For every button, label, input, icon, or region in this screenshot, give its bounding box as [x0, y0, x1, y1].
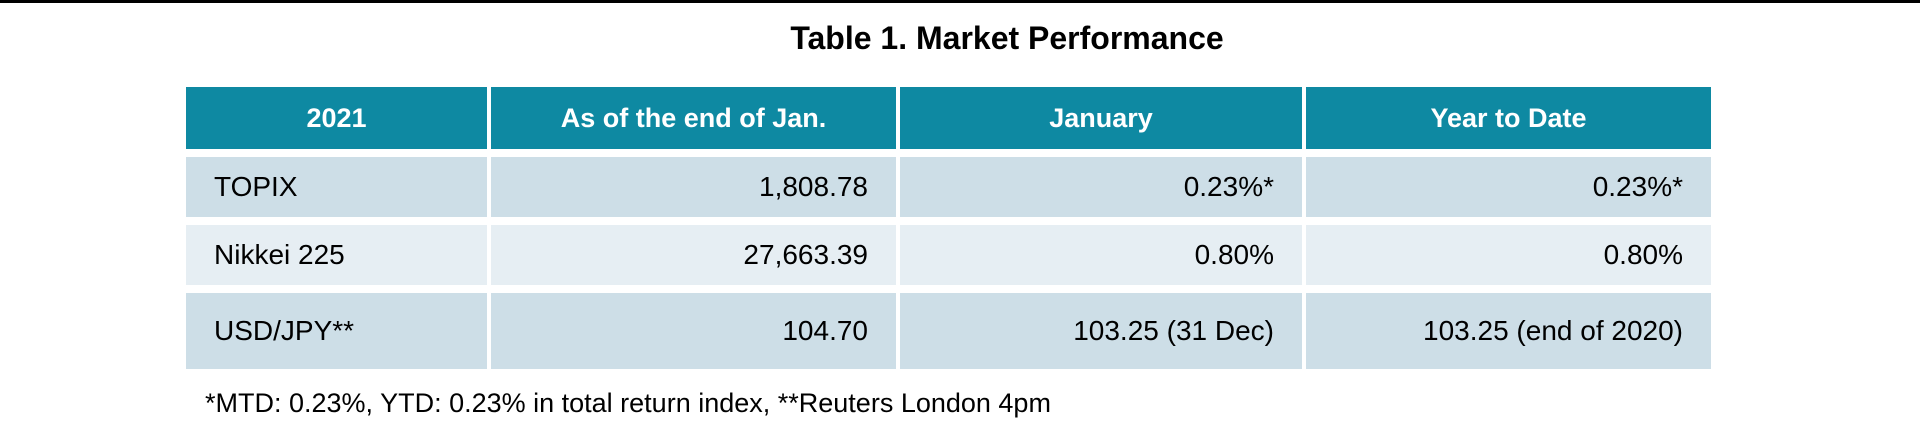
row-usdjpy-ytd: 103.25 (end of 2020): [1306, 293, 1711, 369]
market-performance-table: 2021 As of the end of Jan. January Year …: [186, 87, 1711, 369]
row-usdjpy-label: USD/JPY**: [186, 293, 487, 369]
header-cell-january: January: [900, 87, 1302, 149]
top-border-rule: [0, 0, 1920, 3]
row-nikkei-january: 0.80%: [900, 225, 1302, 285]
row-topix-january: 0.23%*: [900, 157, 1302, 217]
row-usdjpy-january: 103.25 (31 Dec): [900, 293, 1302, 369]
header-cell-year-to-date: Year to Date: [1306, 87, 1711, 149]
row-nikkei-label: Nikkei 225: [186, 225, 487, 285]
row-nikkei-ytd: 0.80%: [1306, 225, 1711, 285]
row-usdjpy-end-of-jan: 104.70: [491, 293, 896, 369]
table-title: Table 1. Market Performance: [790, 20, 1224, 56]
table-footnote: *MTD: 0.23%, YTD: 0.23% in total return …: [205, 388, 1051, 418]
header-cell-year: 2021: [186, 87, 487, 149]
row-nikkei-end-of-jan: 27,663.39: [491, 225, 896, 285]
row-topix-end-of-jan: 1,808.78: [491, 157, 896, 217]
row-topix-label: TOPIX: [186, 157, 487, 217]
header-cell-as-of-end-of-jan: As of the end of Jan.: [491, 87, 896, 149]
row-topix-ytd: 0.23%*: [1306, 157, 1711, 217]
